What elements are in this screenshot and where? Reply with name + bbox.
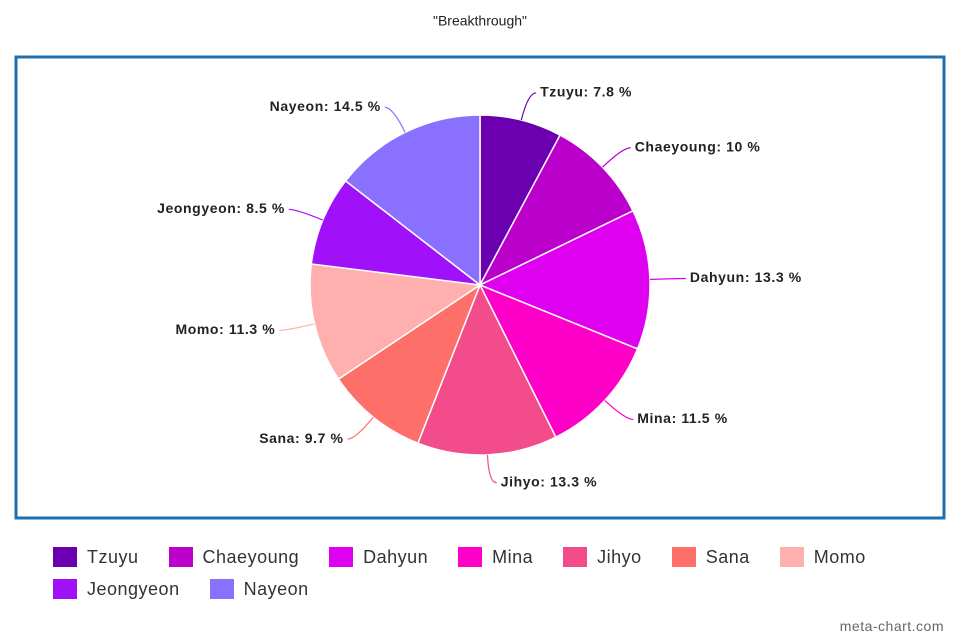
legend-label: Chaeyoung [202, 546, 300, 567]
data-label: Nayeon: 14.5 % [270, 98, 381, 114]
legend-item: Sana [671, 546, 750, 568]
pie-slice [344, 114, 481, 287]
legend-label: Jeongyeon [87, 578, 180, 599]
legend-swatch [779, 547, 804, 567]
legend-item: Jeongyeon [53, 578, 180, 600]
leader-line [279, 323, 315, 331]
leader-line [649, 277, 686, 280]
legend-label: Nayeon [243, 578, 309, 599]
legend-swatch [458, 547, 483, 567]
data-label: Tzuyu: 7.8 % [540, 84, 632, 100]
legend-item: Dahyun [329, 546, 428, 568]
leader-line [288, 208, 324, 221]
chart-title: "Breakthrough" [433, 13, 527, 29]
leader-line [520, 92, 537, 121]
leader-line [602, 147, 631, 168]
legend-label: Dahyun [363, 546, 429, 567]
legend-swatch [671, 547, 696, 567]
legend-swatch [53, 579, 77, 599]
pie-slice [310, 179, 483, 287]
watermark: meta-chart.com [839, 618, 944, 634]
legend-item: Momo [779, 546, 866, 568]
legend-label: Sana [705, 546, 750, 567]
leader-line [347, 416, 374, 440]
data-label: Momo: 11.3 % [175, 321, 275, 337]
pie-slice [309, 263, 483, 381]
data-label: Chaeyoung: 10 % [635, 138, 761, 154]
chart: "Breakthrough" Tzuyu: 7.8 % Chaeyoung: 10… [14, 13, 946, 520]
legend-label: Momo [813, 546, 866, 567]
data-label: Sana: 9.7 % [259, 430, 343, 446]
plot-frame [14, 55, 946, 520]
legend-item: Tzuyu [53, 546, 139, 568]
legend-item: Jihyo [563, 546, 642, 568]
leader-line [384, 106, 406, 133]
data-label: Mina: 11.5 % [637, 410, 727, 426]
data-label: Jihyo: 13.3 % [501, 474, 598, 490]
legend-item: Mina [458, 546, 533, 568]
legend-label: Mina [492, 546, 534, 567]
pie-slice [478, 134, 634, 287]
legend-item: Nayeon [209, 578, 309, 600]
legend-item: Chaeyoung [168, 546, 300, 568]
legend-swatch [209, 579, 234, 599]
legend-swatch [168, 547, 193, 567]
legend-label: Jihyo [597, 546, 642, 567]
legend-swatch [329, 547, 354, 567]
legend-label: Tzuyu [87, 546, 139, 567]
leader-line [486, 454, 497, 484]
data-label: Jeongyeon: 8.5 % [157, 200, 285, 216]
leader-line [604, 400, 634, 421]
pie-slice [478, 209, 651, 350]
legend-swatch [53, 547, 77, 567]
data-label: Dahyun: 13.3 % [690, 269, 802, 285]
legend: Tzuyu Chaeyoung Dahyun Mina Jihyo Sana Momo Jeo… [53, 546, 933, 600]
legend-swatch [563, 547, 588, 567]
